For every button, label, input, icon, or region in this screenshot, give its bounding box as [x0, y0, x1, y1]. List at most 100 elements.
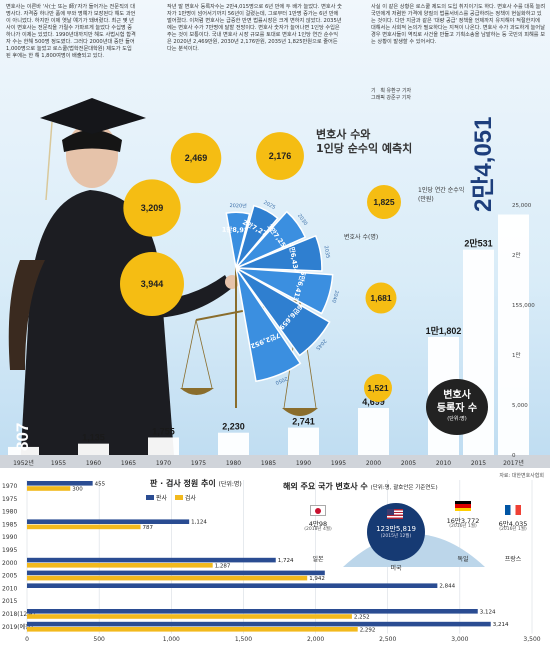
- y-tick-label: 2018(12월): [2, 610, 35, 618]
- flag-usa-icon: [387, 509, 403, 519]
- judge-legend: 판사 검사: [146, 493, 196, 502]
- bar-value-label: 2,252: [354, 615, 370, 621]
- bar: [8, 446, 39, 455]
- overseas-title: 해외 주요 국가 변호사 수 (단위:명, 괄호안은 기준연도): [283, 481, 545, 492]
- y-tick-label: 1995: [2, 547, 17, 554]
- flag-japan-icon: [310, 505, 326, 516]
- x-tick-label: 2010: [436, 460, 451, 467]
- judge-chart-unit: (단위:명): [218, 481, 242, 488]
- x-tick-label: 1985: [261, 460, 276, 467]
- judge-chart-title-text: 판 · 검사 정원 추이: [150, 479, 216, 488]
- judge-bar: [27, 583, 438, 588]
- judge-bar: [27, 621, 491, 627]
- country-germany-label: 독일: [457, 556, 469, 563]
- france-year: (2016년 1월): [499, 527, 527, 532]
- tassel-shape: [45, 121, 53, 201]
- profit-bubble: [365, 282, 397, 314]
- country-japan-label: 일본: [312, 556, 324, 563]
- intro-column-3: 사실 이 같은 상황은 로스쿨 제도의 도입 취지이기도 하다. 변호사 수를 …: [371, 4, 547, 45]
- bar-value-label: 3,124: [480, 609, 496, 615]
- legend-profit-label: 1인당 연간 순수익: [418, 187, 465, 194]
- judge-bar: [27, 557, 276, 563]
- slice-year-label: 2040: [330, 289, 339, 303]
- bar-value-label: 2만531: [464, 238, 492, 249]
- legend-judge-swatch: [146, 495, 154, 500]
- bottom-panel: 0 500 1,000 1,500 2,000 2,500 3,000 3,500 1970 45…: [0, 470, 550, 645]
- bar-value-label: 1,724: [278, 558, 294, 564]
- legend-profit-unit: (만원): [418, 196, 434, 203]
- scale-pan-right-shape: [282, 408, 318, 416]
- scale-pan-left-shape: [180, 388, 214, 395]
- registered-badge: 변호사 등록자 수 (단위:명): [426, 379, 488, 435]
- x-tick-label: 1965: [121, 460, 136, 467]
- pie-slice: [235, 204, 279, 269]
- profit-value-label: 3,209: [141, 203, 164, 213]
- registered-unit: (단위:명): [447, 416, 467, 422]
- y-tick-label: 1975: [2, 496, 17, 503]
- y-tick-label: 2015: [2, 598, 17, 605]
- bar-value-label: 1만1,802: [426, 325, 462, 336]
- hair-left-shape: [8, 260, 45, 370]
- bar-value-label: 4,699: [362, 397, 385, 407]
- y-tick-label: 1985: [2, 521, 17, 528]
- pie-slice: [235, 210, 307, 269]
- bar-value-label: 1,124: [191, 520, 207, 526]
- prosecutor-bar: [27, 627, 358, 632]
- prosecutor-bar: [27, 614, 352, 619]
- bar: [498, 214, 529, 455]
- overseas-unit: (단위:명, 괄호안은 기준연도): [370, 485, 438, 491]
- x-tick-label: 3,000: [451, 636, 468, 643]
- judge-bar: [27, 519, 190, 524]
- y-tick-label: 1980: [2, 509, 17, 516]
- y-tick-label: 25,000: [512, 203, 532, 209]
- france-value: 6만4,035: [498, 520, 528, 528]
- germany-value: 16만3,772: [446, 517, 480, 525]
- intro-column-1: 변호사는 이른바 '사(士 또는 師)'자가 들어가는 전문직의 대명사다. 자…: [6, 4, 137, 59]
- bar-value-label: 2,741: [292, 417, 315, 427]
- x-tick-label: 1955: [51, 460, 66, 467]
- japan-year: (2018년 4월): [304, 527, 332, 532]
- bar: [358, 408, 389, 455]
- profit-bubble: [364, 374, 392, 402]
- y-tick-label: 5,000: [512, 403, 528, 409]
- legend-prosecutor-label: 검사: [184, 495, 196, 502]
- slice-year-label: 2025: [262, 200, 276, 211]
- profit-value-label: 1,825: [373, 197, 395, 207]
- scale-string-shape: [181, 319, 197, 389]
- bar: [218, 432, 249, 455]
- slice-year-label: 2050: [274, 375, 288, 385]
- profit-bubble: [367, 185, 401, 219]
- legend-lawyers: 변호사 수(명): [344, 234, 379, 241]
- slice-value-label: 1만8,922: [222, 225, 253, 235]
- x-tick-label: 1990: [296, 460, 311, 467]
- bar-value-label: 1,135: [82, 433, 105, 443]
- profit-bubble: [123, 179, 181, 237]
- y-tick-label: 1만: [512, 351, 521, 359]
- x-tick-label: 1960: [86, 460, 101, 467]
- x-tick-label: 1,500: [235, 636, 252, 643]
- profit-value-label: 3,944: [141, 279, 164, 289]
- bar-value-label: 1,287: [215, 563, 231, 569]
- top-chart-title: 변호사 수와 1인당 순수익 예측치: [316, 128, 413, 155]
- source-note: 자료: 대한변호사협회: [499, 473, 544, 479]
- x-tick-label: 1975: [191, 460, 206, 467]
- pie-slice: [235, 234, 323, 272]
- y-tick-label: 2005: [2, 573, 17, 580]
- y-tick-label: 2019(예정): [2, 623, 33, 631]
- intro-column-2: 작년 말 변호사 등록자수는 2만4,015명으로 6년 만에 두 배가 늘었다…: [167, 4, 342, 52]
- x-tick-label: 1980: [226, 460, 241, 467]
- profit-value-label: 1,681: [370, 293, 392, 303]
- judge-bar: [27, 481, 93, 486]
- prosecutor-bar: [27, 524, 141, 530]
- x-tick-label: 500: [93, 636, 105, 643]
- x-tick-label: 1995: [331, 460, 346, 467]
- profit-bubble: [120, 252, 184, 316]
- registered-lawyers-chart: 807 1952년 1955 1,135 1960 1965 1,755 1970 1975 2,…: [0, 98, 550, 468]
- x-tick-label: 2017년: [503, 459, 524, 467]
- pie-slice: [235, 267, 334, 315]
- y-tick-label: 155,000: [512, 303, 535, 309]
- bar-value-label: 787: [143, 525, 154, 531]
- bar: [78, 443, 109, 455]
- y-tick-label: 2010: [2, 585, 17, 592]
- x-tick-label: 3,500: [523, 636, 540, 643]
